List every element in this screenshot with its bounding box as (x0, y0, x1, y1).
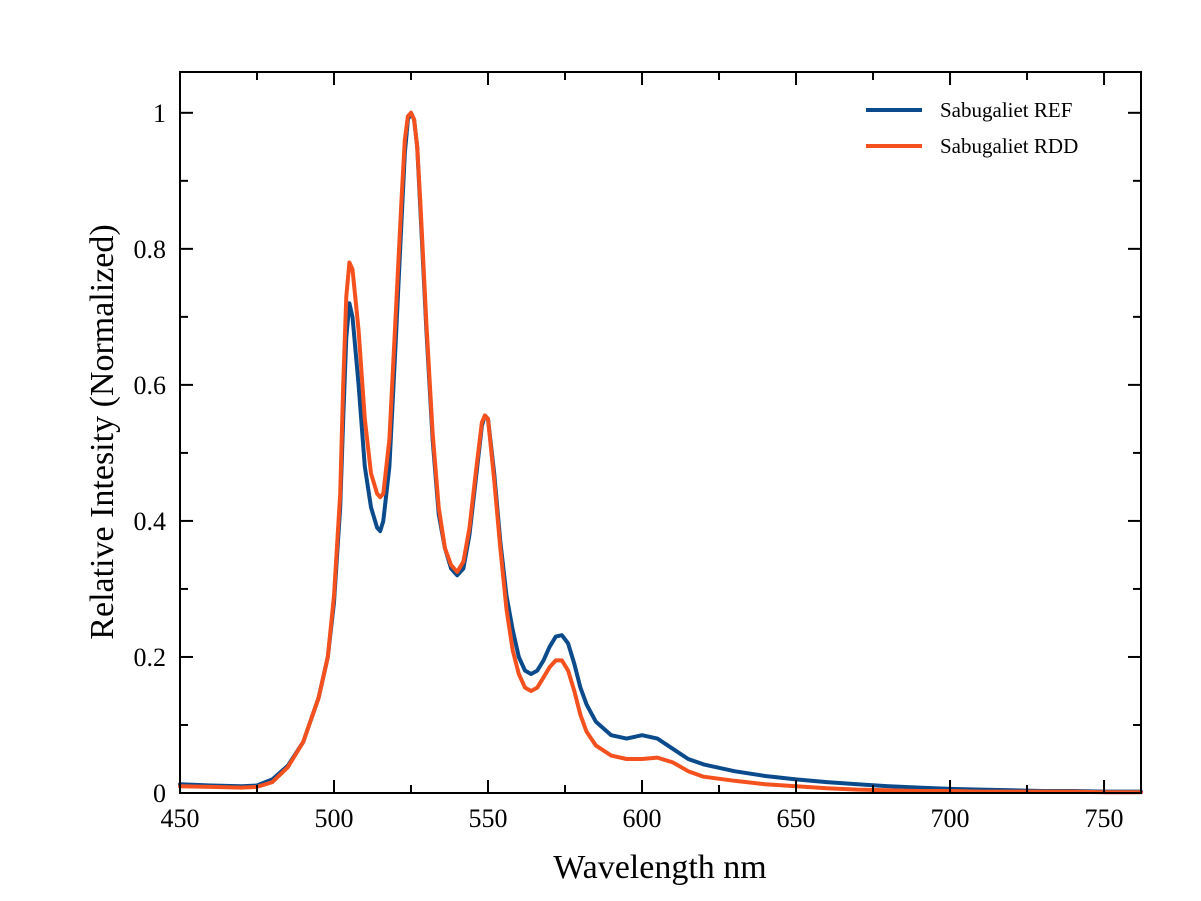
plot-frame (179, 71, 1142, 794)
tick-label-layer: 450 500 550 600 650 700 750 0 0.2 0.4 0.6 0.8 1 (134, 99, 1124, 833)
y-tick-label: 0.8 (134, 235, 167, 264)
x-tick-label: 500 (315, 804, 354, 833)
x-axis-title: Wavelength nm (553, 849, 766, 886)
x-tick-label: 650 (777, 804, 816, 833)
y-tick-label: 1 (153, 99, 166, 128)
series-line-1 (178, 110, 1143, 795)
legend-label-rdd: Sabugaliet RDD (940, 134, 1078, 158)
y-tick-label: 0.6 (134, 371, 167, 400)
x-tick-label: 450 (161, 804, 200, 833)
tick-layer (179, 72, 1141, 794)
series-line-0 (178, 110, 1143, 794)
series-layer (178, 110, 1143, 795)
x-tick-label: 750 (1085, 804, 1124, 833)
legend: Sabugaliet REF Sabugaliet RDD (866, 98, 1078, 158)
y-tick-label: 0 (153, 779, 166, 808)
x-tick-label: 600 (623, 804, 662, 833)
x-tick-label: 550 (469, 804, 508, 833)
y-tick-label: 0.4 (134, 507, 167, 536)
y-axis-title: Relative Intesity (Normalized) (84, 224, 121, 639)
y-tick-label: 0.2 (134, 643, 167, 672)
x-tick-label: 700 (931, 804, 970, 833)
legend-label-ref: Sabugaliet REF (940, 98, 1072, 122)
